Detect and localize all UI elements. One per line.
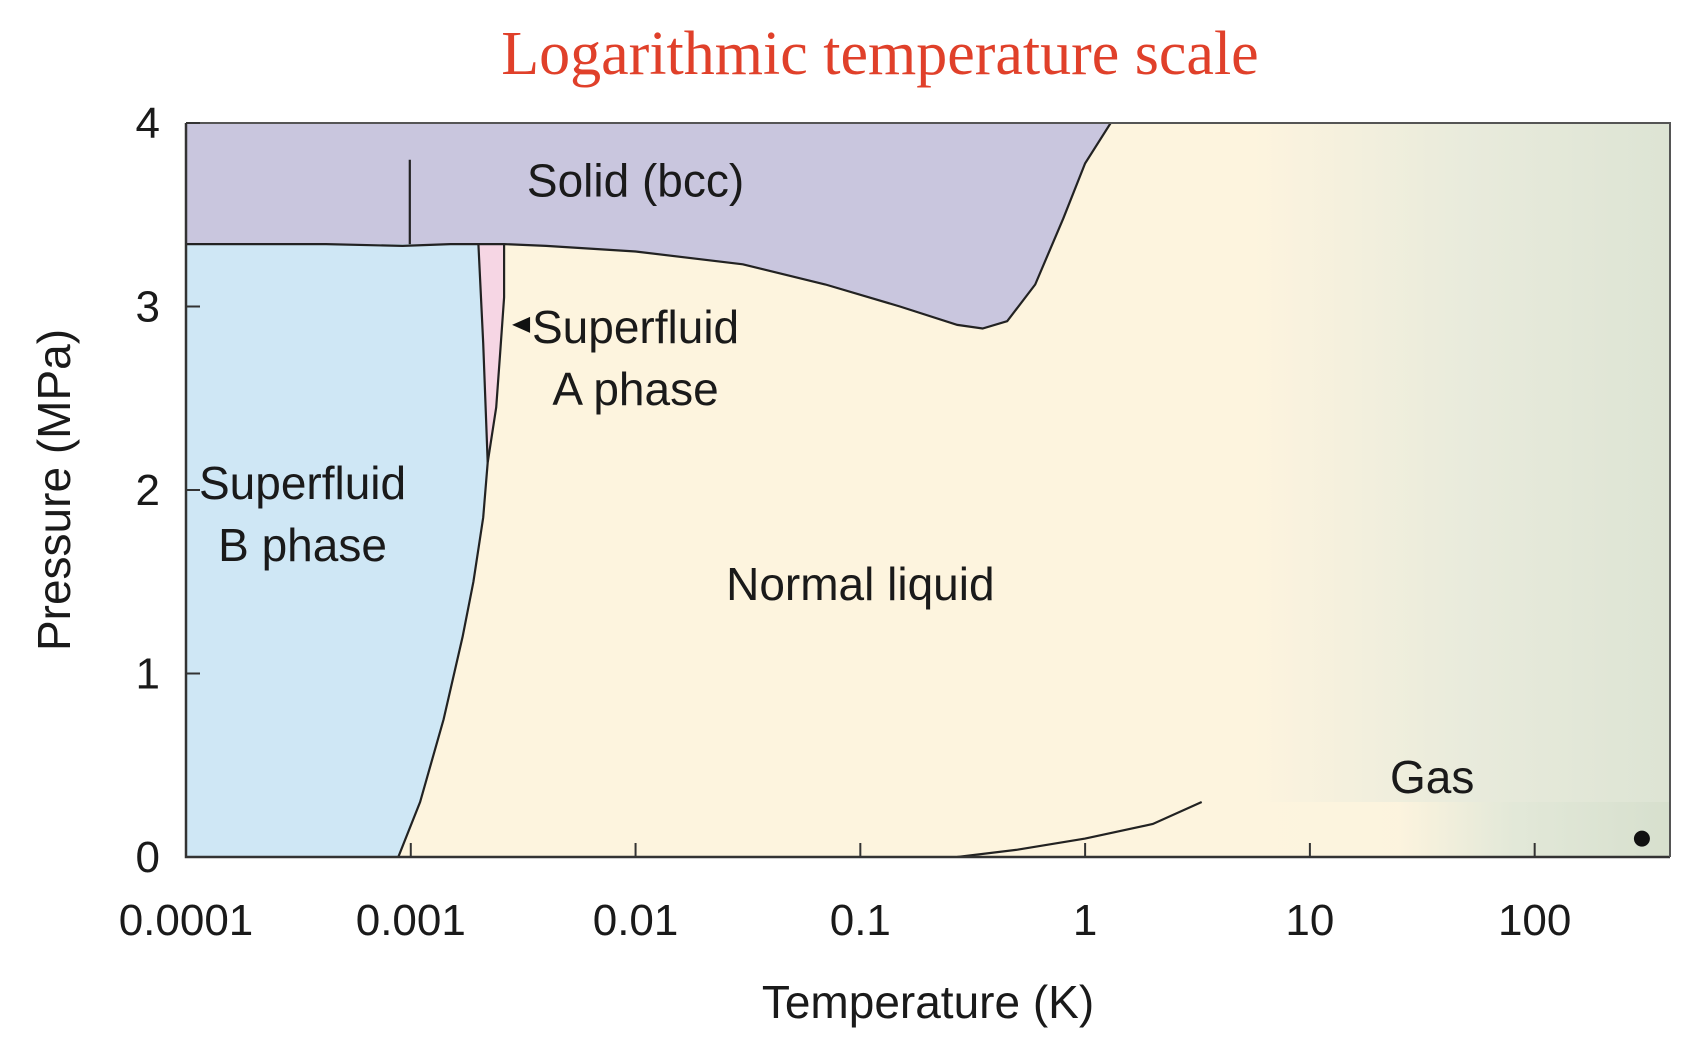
y-tick-label: 4 <box>136 99 160 148</box>
x-tick-label: 0.1 <box>830 896 891 945</box>
region-labels: Solid (bcc) Superfluid A phase Superfluid B … <box>199 154 1474 802</box>
region-label-superfluid-b-phase: Superfluid B phase <box>199 457 406 571</box>
y-tick-label: 2 <box>136 466 160 515</box>
region-label-gas: Gas <box>1390 751 1474 803</box>
gas-region <box>957 802 1670 857</box>
boundary-superfluid-b-boundary <box>397 462 489 857</box>
x-tick-label: 0.001 <box>356 896 466 945</box>
superfluid-a-region <box>478 244 505 463</box>
y-tick-label: 0 <box>136 833 160 882</box>
arrow-head-icon <box>512 316 531 333</box>
plot-area <box>186 123 1670 857</box>
region-label-normal-liquid: Normal liquid <box>726 558 994 610</box>
x-tick-label: 10 <box>1285 896 1334 945</box>
phase-boundaries <box>186 123 1203 857</box>
y-tick-label: 1 <box>136 650 160 699</box>
y-axis-label: Pressure (MPa) <box>28 329 80 651</box>
boundary-superfluid-a-boundary <box>486 244 506 463</box>
boundary-solid-boundary <box>186 123 1112 330</box>
x-tick-label: 0.0001 <box>119 896 254 945</box>
data-point <box>1633 830 1650 847</box>
region-label-solid-bcc-: Solid (bcc) <box>527 154 744 206</box>
y-tick-label: 3 <box>136 283 160 332</box>
chart-title: Logarithmic temperature scale <box>501 20 1258 88</box>
boundary-vaporization-curve <box>957 800 1203 857</box>
superfluid-b-region <box>186 244 488 857</box>
x-tick-label: 0.01 <box>593 896 679 945</box>
x-axis-ticks: 0.0001 0.001 0.01 0.1 1 10 100 <box>119 843 1571 945</box>
y-axis-ticks: 0 1 2 3 4 <box>136 99 200 882</box>
x-tick-label: 1 <box>1073 896 1097 945</box>
solid-region <box>186 123 1670 329</box>
plot-frame <box>186 122 1671 857</box>
x-axis-label: Temperature (K) <box>762 976 1094 1028</box>
boundary-a-b-boundary <box>477 244 489 463</box>
x-tick-label: 100 <box>1498 896 1571 945</box>
region-label-superfluid-a-phase: Superfluid A phase <box>532 301 739 415</box>
